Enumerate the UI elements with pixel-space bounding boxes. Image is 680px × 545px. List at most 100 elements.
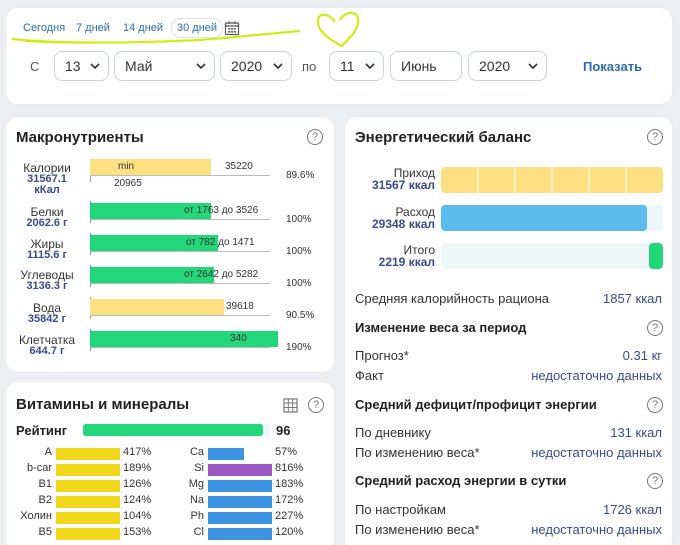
- protein-range: от 1763 до 3526: [184, 205, 259, 216]
- vitamin-name: A: [44, 446, 52, 458]
- macro-unit: кКал: [34, 184, 60, 196]
- vitamin-name: B1: [38, 478, 52, 490]
- help-icon[interactable]: ?: [647, 129, 663, 145]
- total-label: Итого: [403, 243, 435, 257]
- calories-pct: 89.6%: [286, 170, 315, 181]
- expense-label: Расход: [395, 205, 435, 219]
- fact-value: недостаточно данных: [531, 368, 662, 383]
- to-day-value: 11: [340, 58, 355, 74]
- forecast-value: 0.31 кг: [622, 348, 662, 363]
- by-weight2-label: По изменению веса*: [355, 522, 480, 537]
- mineral-bar: [208, 512, 272, 524]
- table-view-icon[interactable]: [283, 398, 298, 413]
- calendar-icon[interactable]: [224, 20, 240, 36]
- deficit-title: Средний дефицит/профицит энергии: [355, 397, 597, 412]
- chevron-down-icon: [365, 63, 375, 70]
- mineral-name: Si: [194, 462, 204, 474]
- help-icon[interactable]: ?: [307, 129, 323, 145]
- carbs-range: от 2642 до 5282: [184, 269, 259, 280]
- help-icon[interactable]: ?: [647, 320, 663, 336]
- vitamin-pct: 153%: [123, 526, 152, 538]
- mineral-pct: 183%: [275, 478, 304, 490]
- from-day-value: 13: [65, 58, 81, 74]
- mineral-name: Na: [189, 494, 204, 506]
- fact-label: Факт: [355, 368, 384, 383]
- energy-title: Энергетический баланс: [355, 129, 532, 146]
- protein-pct: 100%: [286, 214, 312, 225]
- settings-label: По настройкам: [355, 502, 446, 517]
- fiber-line: [90, 347, 270, 348]
- help-icon[interactable]: ?: [308, 397, 324, 413]
- vitamin-name: B2: [38, 494, 52, 506]
- by-weight-value: недостаточно данных: [531, 445, 662, 460]
- show-button[interactable]: Показать: [583, 59, 643, 74]
- income-value: 31567 ккал: [371, 178, 435, 192]
- to-year-select[interactable]: 2020: [468, 51, 547, 81]
- to-month-select[interactable]: Июнь: [390, 51, 462, 81]
- mineral-bar: [208, 480, 272, 492]
- spacer: [390, 51, 463, 81]
- forecast-label: Прогноз*: [355, 348, 409, 363]
- help-icon[interactable]: ?: [647, 473, 663, 489]
- from-month-select[interactable]: Май: [114, 51, 215, 81]
- vitamin-bar: [56, 464, 120, 476]
- quick-7-days-link[interactable]: 7 дней: [76, 22, 110, 34]
- by-weight2-value: недостаточно данных: [531, 522, 662, 537]
- mineral-bar: [208, 528, 272, 540]
- from-day-select[interactable]: 13: [54, 51, 109, 81]
- avg-calories-value: 1857 ккал: [602, 291, 662, 306]
- vitamin-bar: [56, 448, 120, 460]
- quick-today-link[interactable]: Сегодня: [23, 22, 66, 34]
- macro-name: Вода: [32, 301, 62, 315]
- calories-max-label: 35220: [225, 161, 253, 172]
- settings-value: 1726 ккал: [602, 502, 662, 517]
- mineral-pct: 227%: [275, 510, 304, 522]
- help-icon[interactable]: ?: [647, 397, 663, 413]
- macronutrients-panel: Макронутриенты ? Калории 31567.1 кКал mi…: [6, 117, 334, 372]
- energy-balance-panel: Энергетический баланс ? Приход 31567 кка…: [345, 117, 672, 545]
- quick-30-days-link[interactable]: 30 дней: [171, 18, 224, 38]
- macro-name: Клетчатка: [18, 333, 76, 347]
- macro-value: 1115.6 г: [26, 249, 68, 261]
- from-year-select[interactable]: 2020: [220, 51, 292, 81]
- mineral-bar: [208, 464, 272, 476]
- quick-14-days-link[interactable]: 14 дней: [123, 22, 164, 34]
- vitamin-pct: 189%: [123, 462, 152, 474]
- water-pct: 90.5%: [286, 310, 315, 321]
- protein-bar: [90, 203, 211, 219]
- expense-value: 29348 ккал: [371, 217, 435, 231]
- macro-name: Жиры: [30, 237, 64, 251]
- avg-calories-label: Средняя калорийность рациона: [355, 291, 549, 306]
- macro-value: 644.7 г: [29, 345, 65, 357]
- fiber-pct: 190%: [286, 342, 312, 353]
- to-day-select[interactable]: 11: [329, 51, 384, 81]
- vitamins-title: Витамины и минералы: [16, 396, 190, 413]
- expense-fill: [441, 205, 647, 231]
- fat-line: [90, 251, 270, 252]
- total-value: 2219 ккал: [378, 255, 435, 269]
- fiber-target: 340: [230, 333, 247, 344]
- mineral-pct: 120%: [275, 526, 304, 538]
- rating-label: Рейтинг: [16, 423, 68, 438]
- vitamin-name: Холин: [20, 510, 52, 522]
- chevron-down-icon: [273, 63, 283, 70]
- mineral-name: Cl: [193, 526, 204, 538]
- vitamin-pct: 124%: [123, 494, 152, 506]
- mineral-bar: [208, 448, 244, 460]
- daily-expense-title: Средний расход энергии в сутки: [355, 473, 567, 488]
- vitamin-bar: [56, 512, 120, 524]
- by-weight-label: По изменению веса*: [355, 445, 480, 460]
- from-label: С: [30, 59, 40, 74]
- to-label: по: [302, 59, 317, 74]
- vitamin-name: b-car: [26, 462, 52, 474]
- vitamin-bar: [56, 528, 120, 540]
- calories-bar: [90, 159, 211, 175]
- mineral-pct: 816%: [275, 462, 304, 474]
- vitamin-pct: 104%: [123, 510, 152, 522]
- calories-min-label: min: [118, 161, 135, 172]
- calories-line: [90, 175, 270, 176]
- vitamin-bar: [56, 496, 120, 508]
- weight-change-title: Изменение веса за период: [355, 320, 527, 335]
- carbs-pct: 100%: [286, 278, 312, 289]
- fat-range: от 782 до 1471: [186, 237, 255, 248]
